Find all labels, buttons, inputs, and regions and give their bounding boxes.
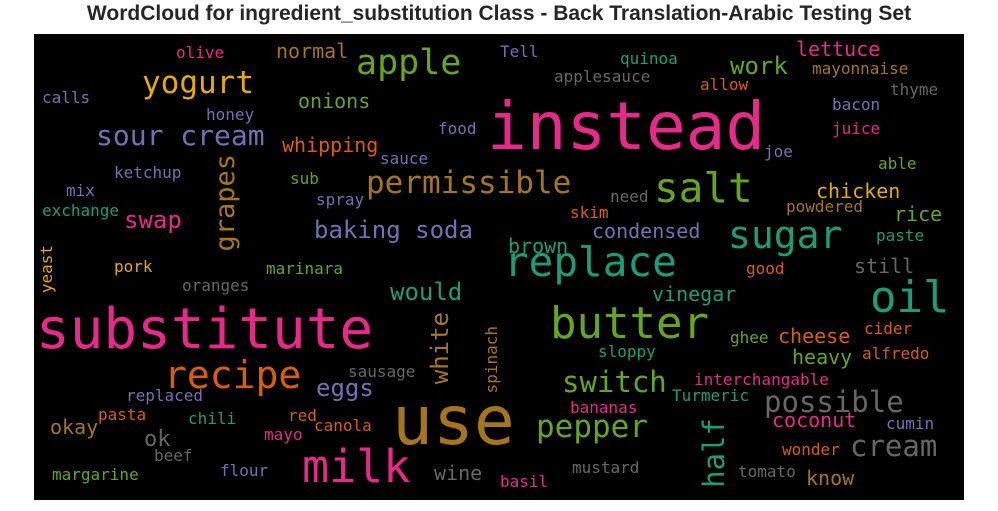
word-cream: cream: [850, 429, 938, 463]
word-calls: calls: [42, 88, 91, 107]
word-mix: mix: [66, 181, 95, 200]
word-ghee: ghee: [730, 328, 769, 347]
word-still: still: [854, 254, 915, 278]
word-exchange: exchange: [42, 201, 120, 220]
word-yogurt: yogurt: [142, 65, 254, 101]
word-beef: beef: [154, 446, 193, 465]
chart-title: WordCloud for ingredient_substitution Cl…: [86, 2, 912, 25]
word-swap: swap: [124, 206, 182, 234]
word-cider: cider: [864, 319, 913, 338]
word-butter: butter: [550, 298, 709, 349]
word-lettuce: lettuce: [796, 37, 881, 61]
word-pepper: pepper: [536, 409, 648, 445]
word-brown: brown: [508, 234, 569, 258]
word-wonder: wonder: [782, 440, 840, 459]
word-normal: normal: [276, 39, 349, 63]
word-ok: ok: [144, 427, 171, 452]
word-half: half: [697, 418, 731, 488]
word-cloud: instead substitute use milk butter oil replace…: [34, 34, 964, 500]
word-bacon: bacon: [832, 95, 881, 114]
word-grapes: grapes: [210, 154, 241, 252]
word-sloppy: sloppy: [598, 342, 656, 361]
word-instead: instead: [487, 88, 766, 165]
word-eggs: eggs: [316, 374, 374, 402]
word-know: know: [806, 466, 855, 490]
word-pork: pork: [114, 257, 153, 276]
word-work: work: [730, 52, 788, 80]
word-interchangable: interchangable: [694, 370, 829, 389]
word-sauce: sauce: [380, 149, 429, 168]
word-salt: salt: [654, 164, 753, 212]
word-turmeric: Turmeric: [672, 386, 750, 405]
word-chili: chili: [188, 409, 237, 428]
word-milk: milk: [302, 440, 411, 493]
word-sub: sub: [290, 169, 319, 188]
word-spinach: spinach: [482, 326, 501, 394]
word-pasta: pasta: [98, 405, 147, 424]
word-wine: wine: [434, 461, 483, 485]
word-permissible: permissible: [366, 165, 572, 201]
word-tomato: tomato: [738, 462, 796, 481]
word-would: would: [390, 278, 463, 306]
word-mayo: mayo: [264, 425, 303, 444]
word-alfredo: alfredo: [862, 344, 930, 363]
word-cumin: cumin: [886, 414, 935, 433]
word-cheese: cheese: [778, 324, 851, 348]
word-spray: spray: [316, 190, 365, 209]
word-rice: rice: [894, 202, 943, 226]
word-replaced: replaced: [126, 386, 204, 405]
word-substitute: substitute: [36, 297, 374, 362]
word-able: able: [878, 154, 917, 173]
word-flour: flour: [220, 461, 269, 480]
word-coconut: coconut: [772, 408, 857, 432]
word-sour-cream: sour cream: [96, 119, 265, 152]
word-chicken: chicken: [816, 179, 901, 203]
word-recipe: recipe: [164, 353, 302, 397]
word-replace: replace: [504, 238, 677, 286]
word-vinegar: vinegar: [652, 282, 737, 306]
word-honey: honey: [206, 105, 255, 124]
word-use: use: [392, 382, 515, 461]
word-onions: onions: [298, 89, 371, 113]
word-joe: joe: [764, 142, 793, 161]
word-oranges: oranges: [182, 276, 250, 295]
word-oil: oil: [870, 272, 950, 323]
word-canola: canola: [314, 416, 372, 435]
word-skim: skim: [570, 203, 609, 222]
word-need: need: [610, 187, 649, 206]
word-bananas: bananas: [570, 398, 638, 417]
word-heavy: heavy: [792, 345, 853, 369]
word-condensed: condensed: [592, 219, 701, 243]
word-thyme: thyme: [890, 80, 939, 99]
word-mayonnaise: mayonnaise: [812, 59, 909, 78]
word-sausage: sausage: [348, 362, 416, 381]
word-food: food: [438, 119, 477, 138]
word-olive: olive: [176, 43, 225, 62]
word-mustard: mustard: [572, 458, 640, 477]
word-tell: Tell: [500, 42, 539, 61]
word-yeast: yeast: [37, 245, 56, 294]
word-basil: basil: [500, 472, 549, 491]
word-red: red: [288, 406, 317, 425]
word-sugar: sugar: [728, 213, 843, 257]
word-marinara: marinara: [266, 259, 344, 278]
word-apple: apple: [356, 43, 462, 83]
word-okay: okay: [50, 415, 99, 439]
word-juice: juice: [832, 119, 881, 138]
word-ketchup: ketchup: [114, 163, 182, 182]
word-possible: possible: [764, 385, 904, 419]
word-paste: paste: [876, 226, 925, 245]
word-allow: allow: [700, 75, 749, 94]
word-baking-soda: baking soda: [314, 216, 473, 244]
word-switch: switch: [562, 365, 667, 399]
word-margarine: margarine: [52, 465, 139, 484]
word-powdered: powdered: [786, 197, 864, 216]
word-white: white: [426, 312, 454, 385]
word-good: good: [746, 259, 785, 278]
word-applesauce: applesauce: [554, 67, 651, 86]
word-quinoa: quinoa: [620, 49, 678, 68]
word-whipping: whipping: [282, 133, 379, 157]
